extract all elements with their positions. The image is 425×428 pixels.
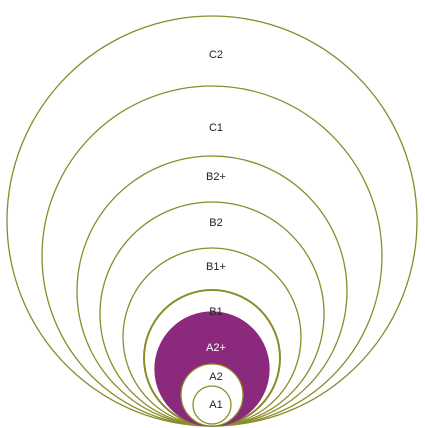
label-a2plus: A2+ — [206, 342, 226, 354]
label-b2: B2 — [209, 217, 222, 229]
label-c2: C2 — [209, 49, 223, 61]
label-b2plus: B2+ — [206, 171, 226, 183]
label-a1: A1 — [209, 399, 222, 411]
label-b1: B1 — [209, 306, 222, 318]
label-a2: A2 — [209, 371, 222, 383]
label-b1plus: B1+ — [206, 261, 226, 273]
label-c1: C1 — [209, 122, 223, 134]
